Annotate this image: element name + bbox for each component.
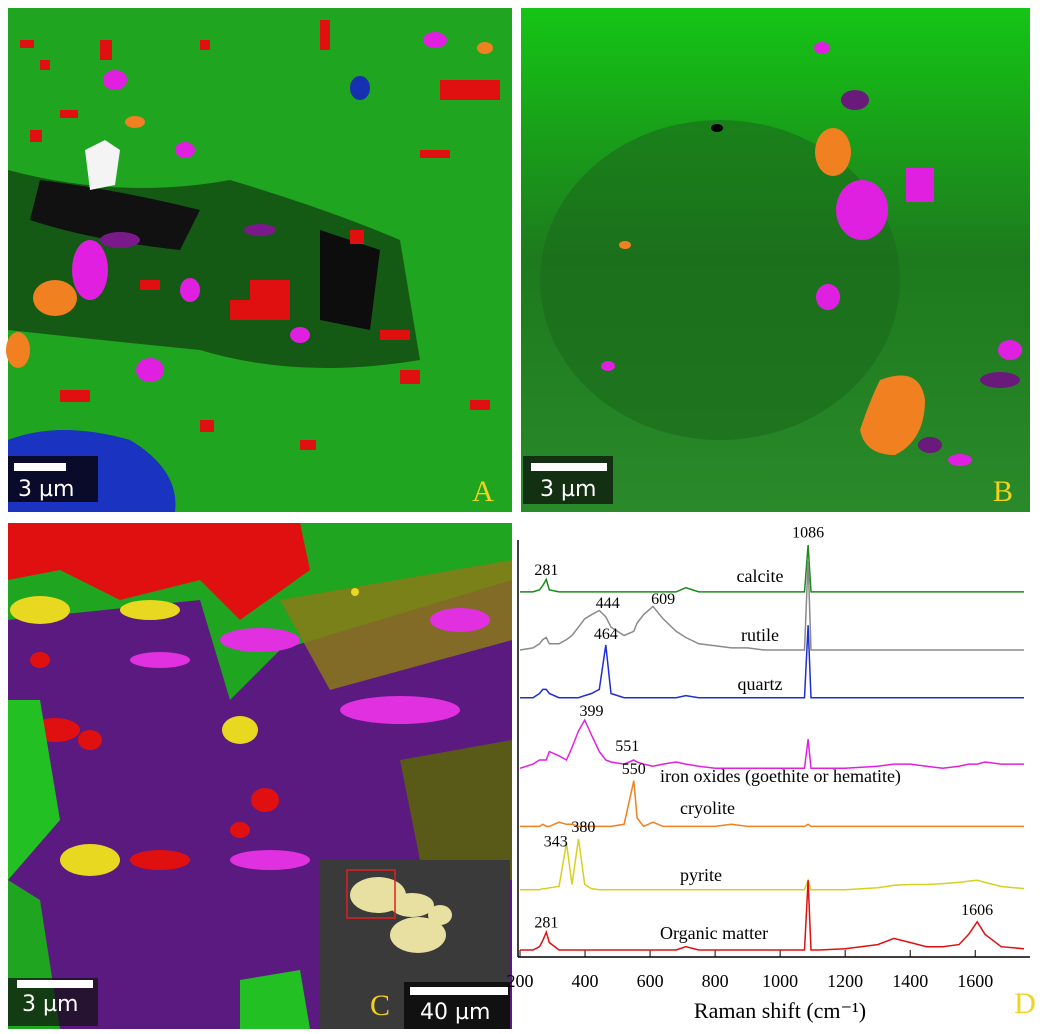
inset-scale-bar-label: 40 µm xyxy=(420,1000,490,1025)
peak-label: 550 xyxy=(622,761,646,778)
x-tick-label: 1400 xyxy=(892,971,928,991)
spectrum-line xyxy=(520,781,1024,827)
scale-bar-label: 3 µm xyxy=(18,477,74,502)
panel-label: D xyxy=(1014,987,1036,1020)
series-label: rutile xyxy=(741,625,779,645)
series-label: calcite xyxy=(737,566,784,586)
panel-label: C xyxy=(370,989,390,1022)
spectrum-line xyxy=(520,720,1024,768)
peak-label: 380 xyxy=(571,819,595,836)
x-tick-label: 1000 xyxy=(762,971,798,991)
peak-label: 609 xyxy=(651,591,675,608)
spectrum-line xyxy=(520,880,1024,950)
panel-label: B xyxy=(993,475,1013,508)
x-tick-label: 800 xyxy=(702,971,729,991)
series-label: iron oxides (goethite or hematite) xyxy=(660,766,901,787)
peak-label: 281 xyxy=(534,915,558,932)
spectrum-line xyxy=(520,839,1024,890)
page: {"panels": [ {"label": "A", "scale_bar":… xyxy=(0,0,1042,1029)
panel-d: Raman shift (cm⁻¹) D 200 400 600 800 1000 120… xyxy=(507,524,1036,1023)
x-axis-label: Raman shift (cm⁻¹) xyxy=(694,998,866,1023)
series-label: pyrite xyxy=(680,865,722,885)
peak-label: 1606 xyxy=(961,902,993,919)
figure: 3 µm A 3 µm B 40 µm 3 µm C xyxy=(0,0,1042,1029)
peak-label: 281 xyxy=(534,562,558,579)
peak-label: 444 xyxy=(596,595,620,612)
panel-b: 3 µm B xyxy=(521,8,1030,512)
series-label: Organic matter xyxy=(660,923,768,943)
x-tick-label: 1200 xyxy=(827,971,863,991)
scale-bar-label: 3 µm xyxy=(540,477,596,502)
peak-label: 464 xyxy=(594,626,618,643)
x-tick-label: 600 xyxy=(637,971,664,991)
peak-label: 1086 xyxy=(792,524,824,541)
x-tick-label: 400 xyxy=(572,971,599,991)
panel-label: A xyxy=(472,475,494,508)
panel-c: 40 µm 3 µm C xyxy=(8,523,512,1029)
peak-label: 343 xyxy=(544,834,568,851)
x-tick-label: 200 xyxy=(507,971,534,991)
peak-label: 551 xyxy=(615,738,639,755)
series-label: cryolite xyxy=(680,798,735,818)
scale-bar-label: 3 µm xyxy=(22,992,78,1017)
panel-a: 3 µm A xyxy=(6,8,512,512)
series-label: quartz xyxy=(738,674,783,694)
x-tick-label: 1600 xyxy=(957,971,993,991)
peak-label: 399 xyxy=(580,703,604,720)
